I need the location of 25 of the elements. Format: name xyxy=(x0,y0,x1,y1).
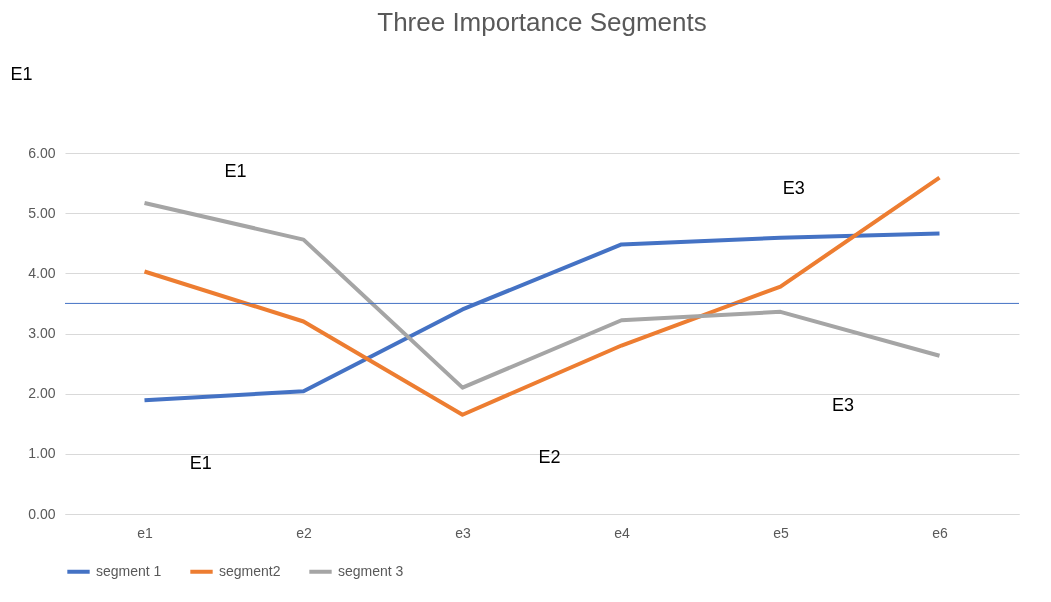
annotation: E1 xyxy=(189,453,212,474)
x-tick-label: e6 xyxy=(932,524,948,541)
text: E1 xyxy=(10,64,33,85)
legend-label: segment 1 xyxy=(96,562,162,579)
annotation: E2 xyxy=(538,446,561,467)
x-tick-label: e1 xyxy=(137,524,153,541)
x-tick-label: e5 xyxy=(773,524,789,541)
line-series xyxy=(142,175,942,417)
y-tick-label: 4.00 xyxy=(28,264,56,281)
line-series xyxy=(142,200,942,390)
chart-title: Three Importance Segments xyxy=(377,7,707,38)
x-tick-label: e3 xyxy=(455,524,471,541)
y-tick-label: 6.00 xyxy=(28,144,56,161)
y-tick-label: 0.00 xyxy=(28,505,56,522)
x-tick-label: e4 xyxy=(614,524,630,541)
annotation: E3 xyxy=(782,177,805,198)
annotation: E1 xyxy=(224,161,247,182)
y-tick-label: 2.00 xyxy=(28,385,56,402)
legend-label: segment 3 xyxy=(338,562,404,579)
y-tick-label: 5.00 xyxy=(28,204,56,221)
x-tick-label: e2 xyxy=(296,524,312,541)
legend-label: segment2 xyxy=(219,562,281,579)
y-tick-label: 1.00 xyxy=(28,445,56,462)
annotation: E3 xyxy=(832,394,855,415)
y-tick-label: 3.00 xyxy=(28,325,56,341)
